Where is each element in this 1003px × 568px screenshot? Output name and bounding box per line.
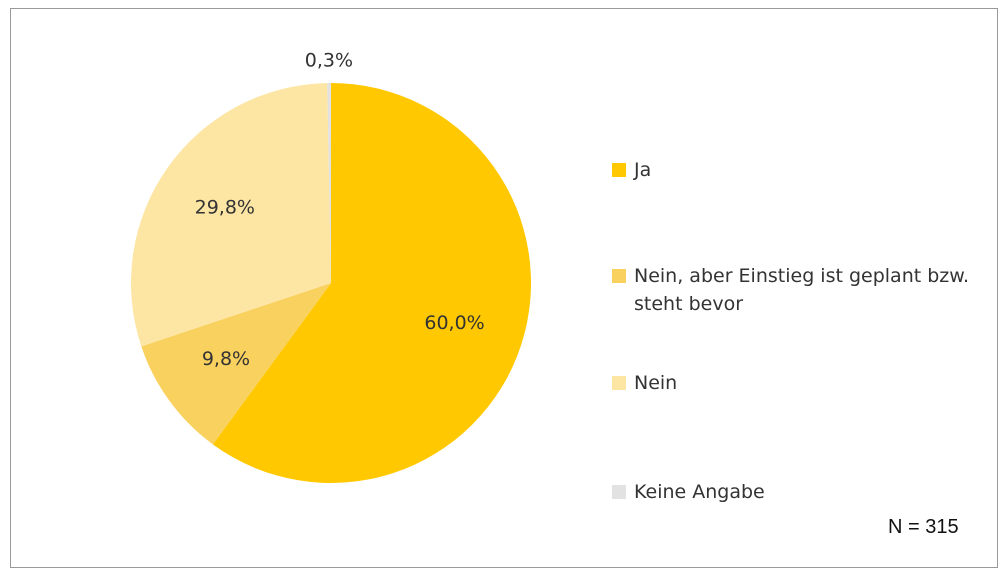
legend-item: Keine Angabe [612, 478, 994, 506]
legend-label: Keine Angabe [634, 481, 765, 503]
data-label: 0,3% [305, 50, 353, 72]
chart: 60,0% 9,8% 29,8% 0,3% [130, 50, 532, 483]
pie-slice [212, 83, 532, 483]
pie-slice [130, 83, 331, 347]
legend-item: Nein [612, 369, 994, 397]
legend-item: Ja [612, 156, 994, 184]
data-label: 29,8% [195, 197, 255, 219]
legend-label: Nein [634, 372, 678, 394]
annotation: N = 315 [888, 516, 959, 538]
pie-slice [141, 283, 331, 445]
legend-swatch [612, 376, 626, 390]
page: {"chart_data": {"type": "pie", "categori… [10, 8, 998, 568]
legend-swatch [612, 485, 626, 499]
legend-swatch [612, 269, 626, 283]
legend-label: Ja [634, 159, 652, 181]
data-label: 9,8% [202, 348, 250, 370]
legend-swatch [612, 163, 626, 177]
data-label: 60,0% [424, 312, 484, 334]
legend-label: Nein, aber Einstieg ist geplant bzw. ste… [634, 265, 970, 315]
pie-slice [327, 83, 331, 283]
legend-item: Nein, aber Einstieg ist geplant bzw. ste… [612, 262, 994, 318]
